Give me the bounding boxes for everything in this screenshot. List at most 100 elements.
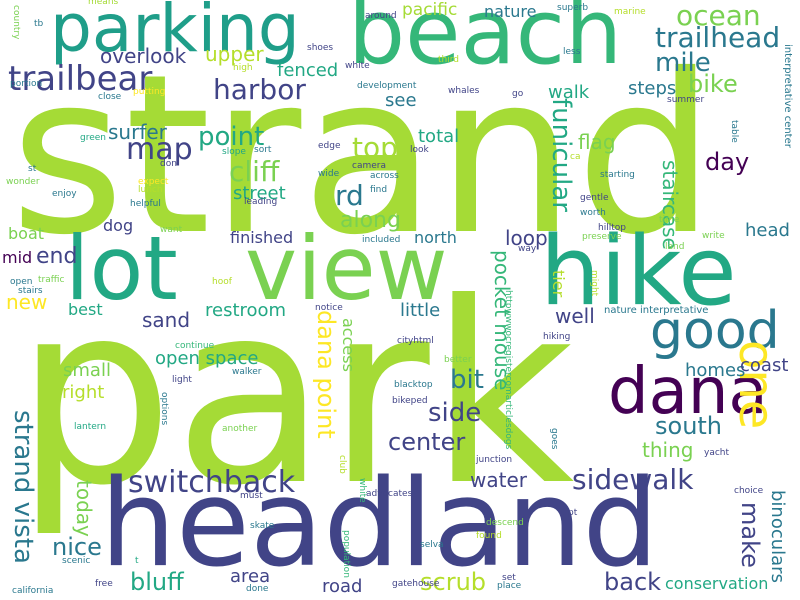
word-sort: sort (254, 145, 272, 155)
word-expect: expect (138, 177, 169, 187)
word-gatehouse: gatehouse (392, 579, 440, 589)
word-set: set (502, 573, 516, 583)
word-table: table (729, 120, 739, 143)
word-overlook: overlook (100, 44, 187, 68)
word-scenic: scenic (62, 556, 91, 566)
word-sidewalk: sidewalk (572, 463, 694, 496)
word-harbor: harbor (213, 73, 306, 106)
word-camera: camera (352, 161, 386, 171)
word-upper: upper (205, 42, 264, 66)
word-day: day (705, 148, 750, 176)
word-hiking: hiking (543, 332, 571, 342)
word-conservation: conservation (665, 574, 769, 593)
word-flag: flag (578, 130, 616, 154)
word-place: place (497, 581, 522, 591)
word-want: want (160, 225, 183, 235)
word-hoof: hoof (212, 277, 232, 287)
word-right: right (62, 382, 105, 403)
word-center: center (388, 428, 466, 456)
word-don: don (160, 159, 177, 169)
word-gentle: gentle (580, 193, 609, 203)
word-fenced: fenced (277, 60, 339, 81)
word-open: open (10, 277, 33, 287)
word-might: might (589, 270, 599, 297)
word-strand: strand (10, 27, 716, 283)
word-nature-interpretative: nature interpretative (604, 305, 709, 316)
word-high: high (233, 63, 253, 73)
word-staircase: staircase (658, 160, 682, 250)
word-nice: nice (52, 533, 102, 561)
word-look: look (410, 145, 429, 155)
word-stairs: stairs (18, 286, 43, 296)
word-advocates: advocates (366, 489, 413, 499)
word-development: development (357, 81, 417, 91)
word-finished: finished (230, 228, 294, 247)
word-tb: tb (34, 19, 44, 29)
word-edge: edge (318, 141, 341, 151)
word-boat: boat (8, 224, 45, 243)
word-bike: bike (688, 70, 738, 98)
word-head: head (745, 220, 790, 241)
word-third: third (438, 55, 459, 65)
word-park: park (15, 249, 575, 540)
word-wide: wide (318, 169, 340, 179)
word-land: land (665, 242, 685, 252)
word-choice: choice (734, 486, 764, 496)
word-preserve: preserve (582, 232, 622, 242)
word-small: small (63, 360, 111, 381)
word-road: road (322, 576, 363, 597)
word-dana-point: dana point (312, 310, 340, 439)
word-area: area (230, 566, 271, 587)
word-summer: summer (667, 95, 705, 105)
word-tier: tier (549, 270, 568, 298)
word-cliff: cliff (229, 155, 280, 188)
word-point: point (198, 122, 265, 152)
word-httpwww: httpwwwocregistercomarticlesdogs (503, 290, 513, 450)
word-country: country (11, 5, 21, 40)
word-starting: starting (600, 170, 635, 180)
word-way: way (518, 244, 537, 254)
word-traffic: traffic (38, 275, 65, 285)
word-mile: mile (655, 48, 711, 78)
word-ocean: ocean (676, 0, 761, 32)
word-portion: portion (10, 79, 43, 89)
word-view: view (245, 217, 448, 320)
word-pt: pt (568, 508, 578, 518)
word-bluff: bluff (130, 568, 184, 596)
word-street: street (233, 183, 286, 204)
word-interpretative-center: interpretative center (782, 44, 793, 148)
word-steps: steps (628, 78, 677, 99)
word-skate: skate (250, 521, 275, 531)
word-white: white (345, 61, 370, 71)
word-whales: whales (448, 86, 480, 96)
word-less: less (563, 47, 581, 57)
word-lunch: lunch (138, 185, 163, 195)
word-today: today (72, 480, 96, 537)
word-st: st (28, 164, 37, 174)
word-along: along (340, 208, 401, 233)
word-surfer: surfer (108, 120, 167, 144)
word-done: done (246, 584, 269, 594)
word-enjoy: enjoy (52, 189, 77, 199)
word-make: make (736, 502, 764, 568)
word-across: across (370, 171, 399, 181)
word-light: light (172, 375, 192, 385)
word-back: back (604, 568, 662, 596)
word-blacktop: blacktop (394, 380, 433, 390)
word-bit: bit (450, 365, 484, 395)
word-notice: notice (315, 303, 343, 313)
word-trailbear: trailbear (8, 59, 153, 99)
word-new: new (6, 290, 48, 314)
word-south: south (655, 412, 723, 440)
word-best: best (68, 300, 103, 319)
word-well: well (555, 304, 595, 328)
word-walk: walk (548, 82, 590, 103)
word-lantern: lantern (74, 422, 107, 432)
word-options: options (159, 392, 169, 426)
word-better: better (444, 355, 472, 365)
word-descend: descend (486, 518, 524, 528)
word-thing: thing (642, 438, 694, 462)
word-rd: rd (335, 179, 364, 212)
word-headland: headland (100, 455, 659, 594)
